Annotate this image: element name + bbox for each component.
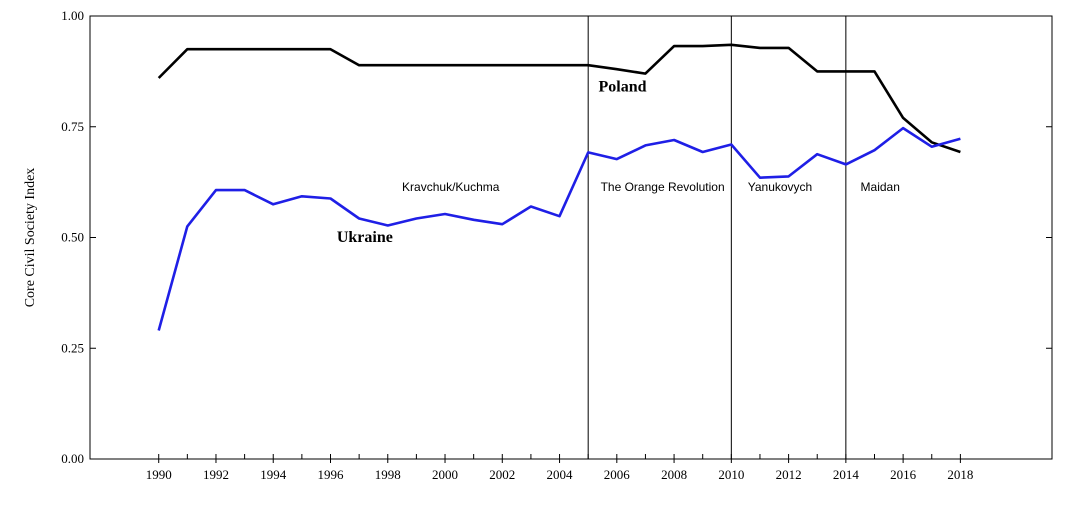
plot-area: 0.00 0.25 0.50 0.75 1.00 1990 1992 1994 1996 1998… [61, 8, 1053, 482]
x-tick-label: 1996 [318, 467, 345, 482]
y-tick-label: 0.50 [61, 230, 84, 245]
y-axis-label: Core Civil Society Index [23, 168, 38, 308]
x-tick-label: 2018 [947, 467, 973, 482]
x-tick-label: 2010 [718, 467, 744, 482]
x-tick-label: 2014 [833, 467, 860, 482]
x-tick-label: 2008 [661, 467, 687, 482]
period-annotation: The Orange Revolution [601, 180, 725, 194]
x-tick-label: 1998 [375, 467, 401, 482]
plot-frame [89, 15, 1053, 460]
series-line-ukraine [157, 126, 961, 331]
y-tick-label: 0.75 [61, 119, 84, 134]
x-tick-label: 1992 [203, 467, 229, 482]
period-annotation: Yanukovych [748, 180, 812, 194]
period-annotation: Maidan [861, 180, 900, 194]
y-tick-label: 1.00 [61, 8, 84, 23]
x-tick-label: 1994 [260, 467, 287, 482]
x-tick-label: 2006 [604, 467, 631, 482]
series-label: Ukraine [337, 229, 393, 246]
x-tick-label: 2012 [776, 467, 802, 482]
x-tick-label: 2016 [890, 467, 917, 482]
x-tick-label: 2000 [432, 467, 458, 482]
y-tick-label: 0.00 [61, 451, 84, 466]
series-line-poland [157, 43, 961, 154]
series-label: Poland [599, 78, 647, 95]
period-annotation: Kravchuk/Kuchma [402, 180, 500, 194]
y-tick-label: 0.25 [61, 340, 84, 355]
x-tick-label: 2002 [489, 467, 515, 482]
x-tick-label: 1990 [146, 467, 172, 482]
x-tick-label: 2004 [547, 467, 574, 482]
